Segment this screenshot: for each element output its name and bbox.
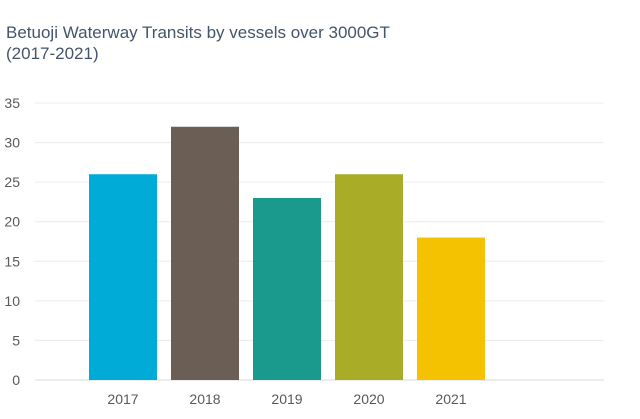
- chart-title-line-2: (2017-2021): [6, 44, 99, 63]
- bar-2020: [335, 174, 403, 380]
- chart-title: Betuoji Waterway Transits by vessels ove…: [6, 22, 390, 64]
- x-tick-label: 2020: [353, 391, 384, 407]
- y-tick-label: 30: [4, 135, 20, 151]
- bar-2021: [417, 237, 485, 380]
- bar-2018: [171, 126, 239, 380]
- bar-2019: [253, 197, 321, 380]
- x-tick-label: 2021: [435, 391, 466, 407]
- y-tick-label: 25: [4, 174, 20, 190]
- y-tick-label: 5: [12, 332, 20, 348]
- y-axis-tick-labels: 0 5 10 15 20 25 30 35: [4, 95, 20, 388]
- chart-title-line-1: Betuoji Waterway Transits by vessels ove…: [6, 23, 390, 42]
- x-tick-label: 2017: [107, 391, 138, 407]
- y-tick-label: 15: [4, 253, 20, 269]
- bars: [89, 126, 485, 380]
- y-tick-label: 10: [4, 293, 20, 309]
- y-tick-label: 35: [4, 95, 20, 111]
- x-tick-label: 2018: [189, 391, 220, 407]
- x-tick-label: 2019: [271, 391, 302, 407]
- x-axis-tick-labels: 2017 2018 2019 2020 2021: [107, 391, 466, 407]
- bar-2017: [89, 174, 157, 380]
- y-tick-label: 20: [4, 214, 20, 230]
- y-tick-label: 0: [12, 372, 20, 388]
